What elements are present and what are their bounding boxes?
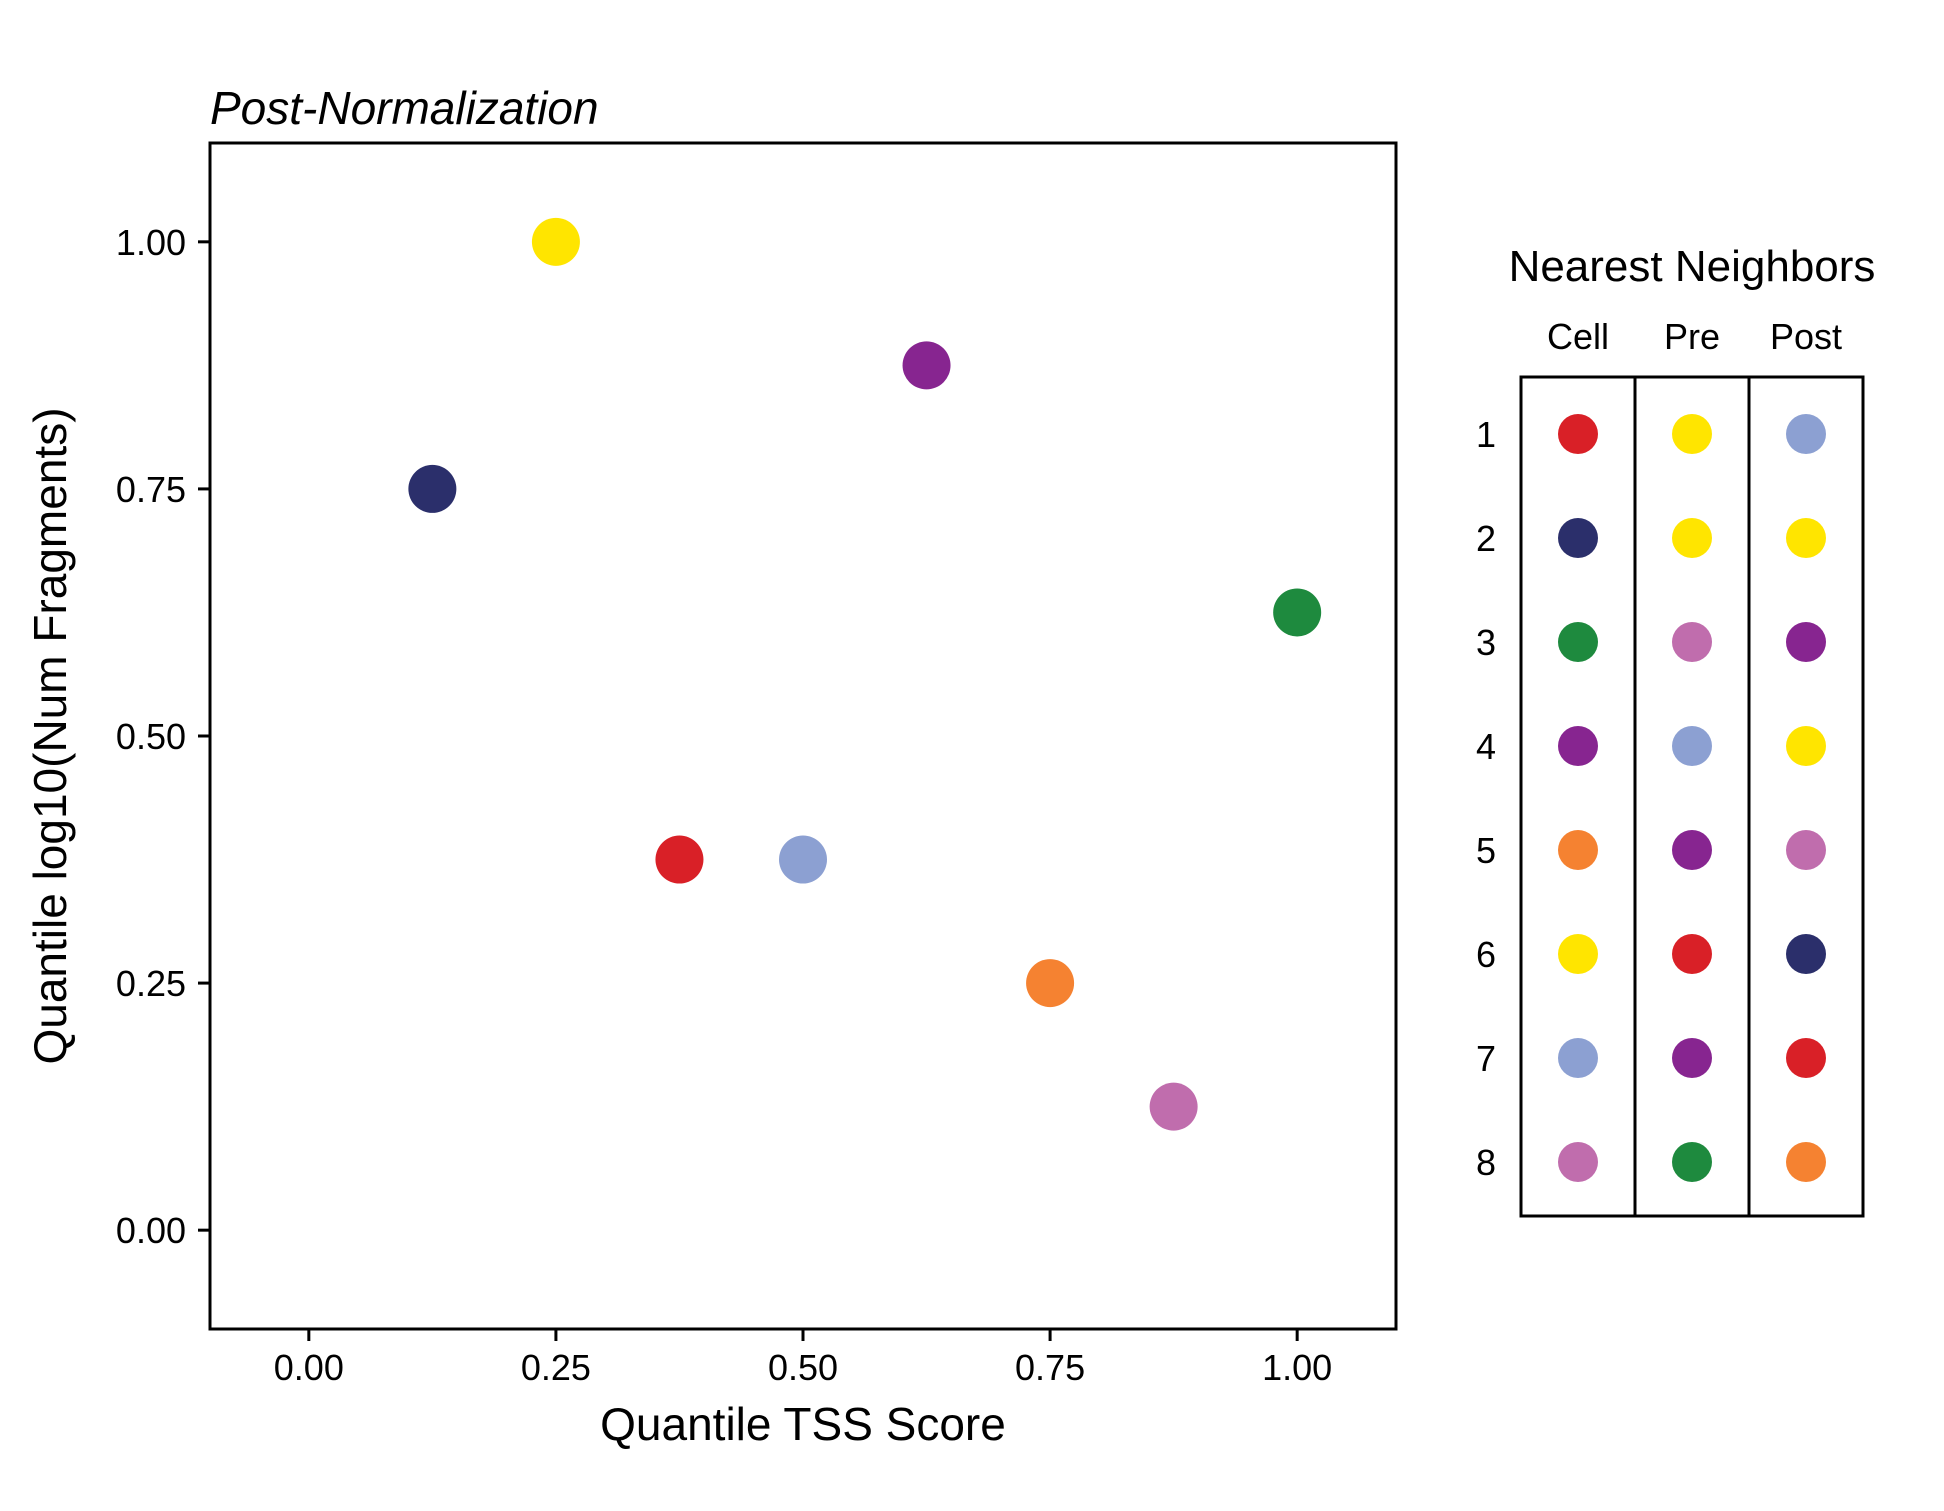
data-point bbox=[655, 835, 704, 884]
nn-cell-dot bbox=[1672, 830, 1712, 870]
nn-cell-dot bbox=[1786, 414, 1826, 454]
nn-cell-dot bbox=[1558, 622, 1598, 662]
scatter-plot: Post-Normalization 0.00 0.25 0.50 0.75 1.00 … bbox=[24, 82, 1398, 1450]
y-tick-label: 0.00 bbox=[116, 1210, 186, 1251]
x-axis-title: Quantile TSS Score bbox=[600, 1398, 1006, 1450]
nn-cell-dot bbox=[1558, 414, 1598, 454]
y-tick-label: 0.75 bbox=[116, 469, 186, 510]
nn-column-box bbox=[1519, 375, 1637, 1218]
x-tick-label: 0.00 bbox=[274, 1347, 344, 1388]
nn-cell-dot bbox=[1786, 1142, 1826, 1182]
nn-cell-dot bbox=[1786, 1038, 1826, 1078]
x-tick-label: 1.00 bbox=[1262, 1347, 1332, 1388]
nn-cell-dot bbox=[1672, 518, 1712, 558]
nn-table-frame bbox=[1519, 375, 1865, 1218]
nn-cell-dot bbox=[1558, 934, 1598, 974]
data-point bbox=[1273, 588, 1322, 637]
data-point bbox=[1149, 1082, 1198, 1131]
data-point bbox=[779, 835, 827, 884]
nn-cell-dot bbox=[1558, 726, 1598, 766]
nearest-neighbors-table: Nearest Neighbors Cell Pre Post 1 2 3 4 5 6 7 8 bbox=[1476, 242, 1876, 1218]
nn-cell-dot bbox=[1672, 1142, 1712, 1182]
data-point bbox=[902, 341, 951, 390]
nn-cell-dot bbox=[1786, 726, 1826, 766]
nn-cell-dot bbox=[1558, 830, 1598, 870]
nn-cell-dot bbox=[1786, 934, 1826, 974]
nn-cell-dot bbox=[1558, 1142, 1598, 1182]
data-point bbox=[531, 217, 580, 266]
nearest-neighbors-title: Nearest Neighbors bbox=[1509, 242, 1876, 291]
nn-cell-dot bbox=[1672, 726, 1712, 766]
nn-row-label: 6 bbox=[1476, 934, 1496, 975]
nn-row-label: 3 bbox=[1476, 622, 1496, 663]
nn-row-label: 5 bbox=[1476, 830, 1496, 871]
nn-cell-dot bbox=[1672, 414, 1712, 454]
nn-cell-dot bbox=[1672, 622, 1712, 662]
x-tick-label: 0.75 bbox=[1015, 1347, 1085, 1388]
plot-panel-border bbox=[208, 141, 1398, 1331]
nn-row-label: 4 bbox=[1476, 726, 1496, 767]
nn-cell-dot bbox=[1558, 518, 1598, 558]
nn-cell-dot bbox=[1786, 622, 1826, 662]
y-tick-label: 0.50 bbox=[116, 716, 186, 757]
nn-cell-dot bbox=[1558, 1038, 1598, 1078]
y-tick-label: 0.25 bbox=[116, 963, 186, 1004]
nn-cell-dot bbox=[1672, 1038, 1712, 1078]
data-point bbox=[1026, 959, 1075, 1008]
nn-cell-dot bbox=[1786, 830, 1826, 870]
x-tick-label: 0.50 bbox=[768, 1347, 838, 1388]
plot-title: Post-Normalization bbox=[210, 82, 599, 134]
nn-column-headers: Cell Pre Post bbox=[1547, 316, 1842, 357]
nn-column-header: Post bbox=[1770, 316, 1842, 357]
nn-row-label: 1 bbox=[1476, 414, 1496, 455]
nn-column-box bbox=[1633, 375, 1751, 1218]
scatter-points bbox=[408, 217, 1322, 1131]
nn-column-header: Cell bbox=[1547, 316, 1609, 357]
x-axis: 0.00 0.25 0.50 0.75 1.00 bbox=[274, 1329, 1332, 1388]
nn-column-box bbox=[1747, 375, 1865, 1218]
nn-cell-dot bbox=[1672, 934, 1712, 974]
nn-row-label: 8 bbox=[1476, 1142, 1496, 1183]
y-tick-label: 1.00 bbox=[116, 222, 186, 263]
y-axis-title: Quantile log10(Num Fragments) bbox=[24, 407, 76, 1064]
nn-column-header: Pre bbox=[1664, 316, 1720, 357]
nn-cell-dot bbox=[1786, 518, 1826, 558]
nn-cells bbox=[1558, 414, 1826, 1182]
nn-row-label: 2 bbox=[1476, 518, 1496, 559]
data-point bbox=[408, 464, 457, 513]
nn-row-labels: 1 2 3 4 5 6 7 8 bbox=[1476, 414, 1496, 1183]
x-tick-label: 0.25 bbox=[521, 1347, 591, 1388]
y-axis: 0.00 0.25 0.50 0.75 1.00 bbox=[116, 222, 210, 1251]
nn-row-label: 7 bbox=[1476, 1038, 1496, 1079]
